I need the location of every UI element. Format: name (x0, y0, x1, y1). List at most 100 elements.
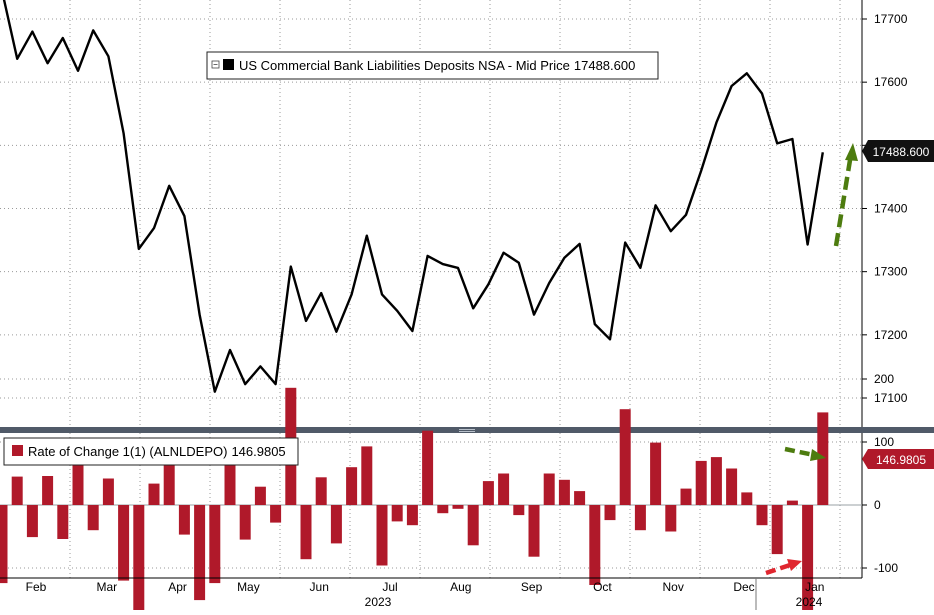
legend-swatch-black (223, 59, 234, 70)
roc-bar (528, 505, 540, 557)
roc-bar (574, 491, 586, 505)
up-arrow-head (845, 143, 858, 161)
roc-bar (178, 505, 190, 535)
roc-bar (482, 481, 494, 505)
year-label-2023: 2023 (365, 595, 392, 609)
roc-bar (650, 442, 662, 505)
roc-bar (346, 467, 358, 505)
roc-bar (406, 505, 418, 526)
month-label: Mar (96, 580, 117, 594)
roc-bar (239, 505, 251, 540)
roc-bar (254, 486, 266, 505)
roc-bar (741, 492, 753, 505)
roc-bar (57, 505, 69, 539)
month-label: Apr (168, 580, 187, 594)
roc-bar (543, 473, 555, 505)
roc-bar (133, 505, 145, 615)
roc-bar (422, 430, 434, 505)
roc-bar (619, 409, 631, 505)
roc-bar (467, 505, 479, 546)
month-label: Feb (26, 580, 47, 594)
legend-swatch-red (12, 445, 23, 456)
month-label: May (237, 580, 260, 594)
roc-bar (558, 479, 570, 505)
red-arrow-head (787, 559, 802, 571)
roc-legend-value: 146.9805 (231, 444, 285, 459)
price-tick-label: 17100 (874, 391, 908, 405)
year-label-2024: 2024 (796, 595, 823, 609)
roc-legend-label: Rate of Change 1(1) (ALNLDEPO) (28, 444, 227, 459)
price-tick-label: 17200 (874, 328, 908, 342)
roc-bar (680, 488, 692, 505)
price-tick-label: 17700 (874, 12, 908, 26)
roc-bar (756, 505, 768, 526)
roc-bar (604, 505, 616, 521)
roc-bar (148, 483, 160, 505)
roc-bar (710, 457, 722, 505)
price-tick-label: 17300 (874, 265, 908, 279)
roc-bar (786, 500, 798, 505)
roc-bar (771, 505, 783, 555)
roc-bar (376, 505, 388, 566)
roc-bar (513, 505, 525, 516)
price-legend-text: US Commercial Bank Liabilities Deposits … (239, 58, 635, 73)
price-tick-label: 17600 (874, 75, 908, 89)
roc-bar (498, 473, 510, 505)
roc-bar (589, 505, 601, 585)
roc-bar (665, 505, 677, 532)
price-line (2, 0, 824, 393)
price-last-value-tag: 17488.600 (862, 140, 934, 162)
roc-legend[interactable]: Rate of Change 1(1) (ALNLDEPO) 146.9805 (3, 437, 299, 466)
roc-bar (452, 505, 464, 509)
roc-last-value-tag: 146.9805 (862, 449, 934, 469)
price-legend-label: US Commercial Bank Liabilities Deposits … (239, 58, 570, 73)
roc-bar (118, 505, 130, 581)
up-arrow-annotation (833, 153, 854, 247)
roc-bar (695, 460, 707, 505)
roc-legend-text: Rate of Change 1(1) (ALNLDEPO) 146.9805 (28, 444, 286, 459)
month-label: Jun (310, 580, 329, 594)
roc-bar (330, 505, 342, 544)
roc-bar (315, 477, 327, 505)
month-label: Dec (733, 580, 754, 594)
roc-bar (0, 505, 8, 584)
roc-bar (42, 476, 54, 505)
divider-grip-bottom (459, 431, 475, 432)
red-arrow-annotation (765, 562, 791, 576)
price-legend[interactable]: US Commercial Bank Liabilities Deposits … (206, 51, 659, 80)
roc-bar (11, 476, 23, 505)
roc-bar (726, 468, 738, 505)
roc-bar (391, 505, 403, 522)
price-tick-label: 17400 (874, 202, 908, 216)
roc-bar (437, 505, 449, 514)
roc-bar (224, 462, 236, 505)
roc-bar (102, 478, 114, 505)
time-axis-labels: Feb Mar Apr May Jun Jul Aug Sep Oct Nov Dec Jan (26, 580, 825, 594)
roc-bar (209, 505, 221, 584)
right-arrow-annotation (784, 446, 815, 458)
month-label: Sep (521, 580, 543, 594)
month-label: Jan (805, 580, 824, 594)
roc-bar (87, 505, 99, 531)
month-label: Oct (593, 580, 612, 594)
roc-bar (300, 505, 312, 560)
roc-last-value-text: 146.9805 (876, 453, 926, 467)
roc-tick-label: 200 (874, 372, 894, 386)
price-axis-ticks: 17700176001750017400173001720017100 (862, 12, 908, 405)
roc-tick-label: 0 (874, 498, 881, 512)
price-legend-value: 17488.600 (574, 58, 635, 73)
right-arrow-head (810, 449, 826, 461)
roc-tick-label: 100 (874, 435, 894, 449)
roc-bar (163, 462, 175, 505)
roc-bar (72, 460, 84, 505)
price-line-group (2, 0, 824, 393)
month-label: Aug (450, 580, 471, 594)
roc-bar (270, 505, 282, 523)
roc-bar (802, 505, 814, 613)
roc-tick-label: -100 (874, 561, 898, 575)
roc-bar (194, 505, 206, 601)
month-label: Jul (382, 580, 397, 594)
